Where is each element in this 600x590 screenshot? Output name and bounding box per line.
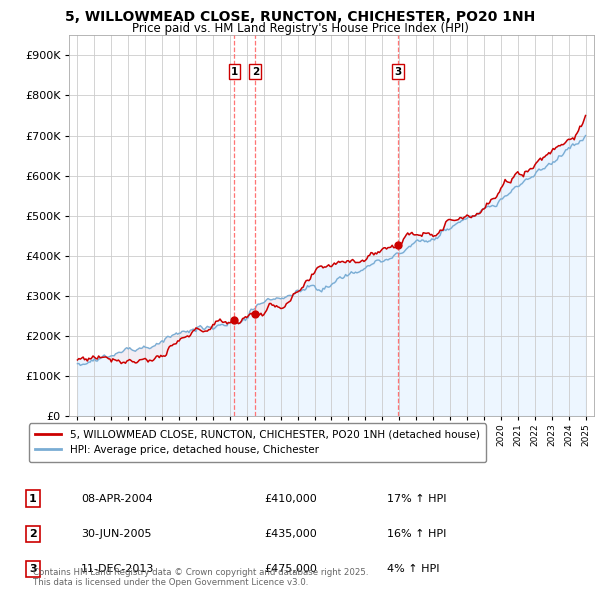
Text: 11-DEC-2013: 11-DEC-2013 [81, 565, 154, 574]
Text: 2: 2 [251, 67, 259, 77]
Text: 16% ↑ HPI: 16% ↑ HPI [387, 529, 446, 539]
Text: 17% ↑ HPI: 17% ↑ HPI [387, 494, 446, 503]
Text: 30-JUN-2005: 30-JUN-2005 [81, 529, 151, 539]
Text: 08-APR-2004: 08-APR-2004 [81, 494, 153, 503]
Text: £475,000: £475,000 [264, 565, 317, 574]
Text: 2: 2 [29, 529, 37, 539]
Text: 1: 1 [231, 67, 238, 77]
Text: £410,000: £410,000 [264, 494, 317, 503]
Text: 3: 3 [395, 67, 402, 77]
Text: 4% ↑ HPI: 4% ↑ HPI [387, 565, 439, 574]
Text: 5, WILLOWMEAD CLOSE, RUNCTON, CHICHESTER, PO20 1NH: 5, WILLOWMEAD CLOSE, RUNCTON, CHICHESTER… [65, 10, 535, 24]
Text: 3: 3 [29, 565, 37, 574]
Text: £435,000: £435,000 [264, 529, 317, 539]
Legend: 5, WILLOWMEAD CLOSE, RUNCTON, CHICHESTER, PO20 1NH (detached house), HPI: Averag: 5, WILLOWMEAD CLOSE, RUNCTON, CHICHESTER… [29, 424, 486, 461]
Text: 1: 1 [29, 494, 37, 503]
Text: Price paid vs. HM Land Registry's House Price Index (HPI): Price paid vs. HM Land Registry's House … [131, 22, 469, 35]
Text: Contains HM Land Registry data © Crown copyright and database right 2025.
This d: Contains HM Land Registry data © Crown c… [33, 568, 368, 587]
